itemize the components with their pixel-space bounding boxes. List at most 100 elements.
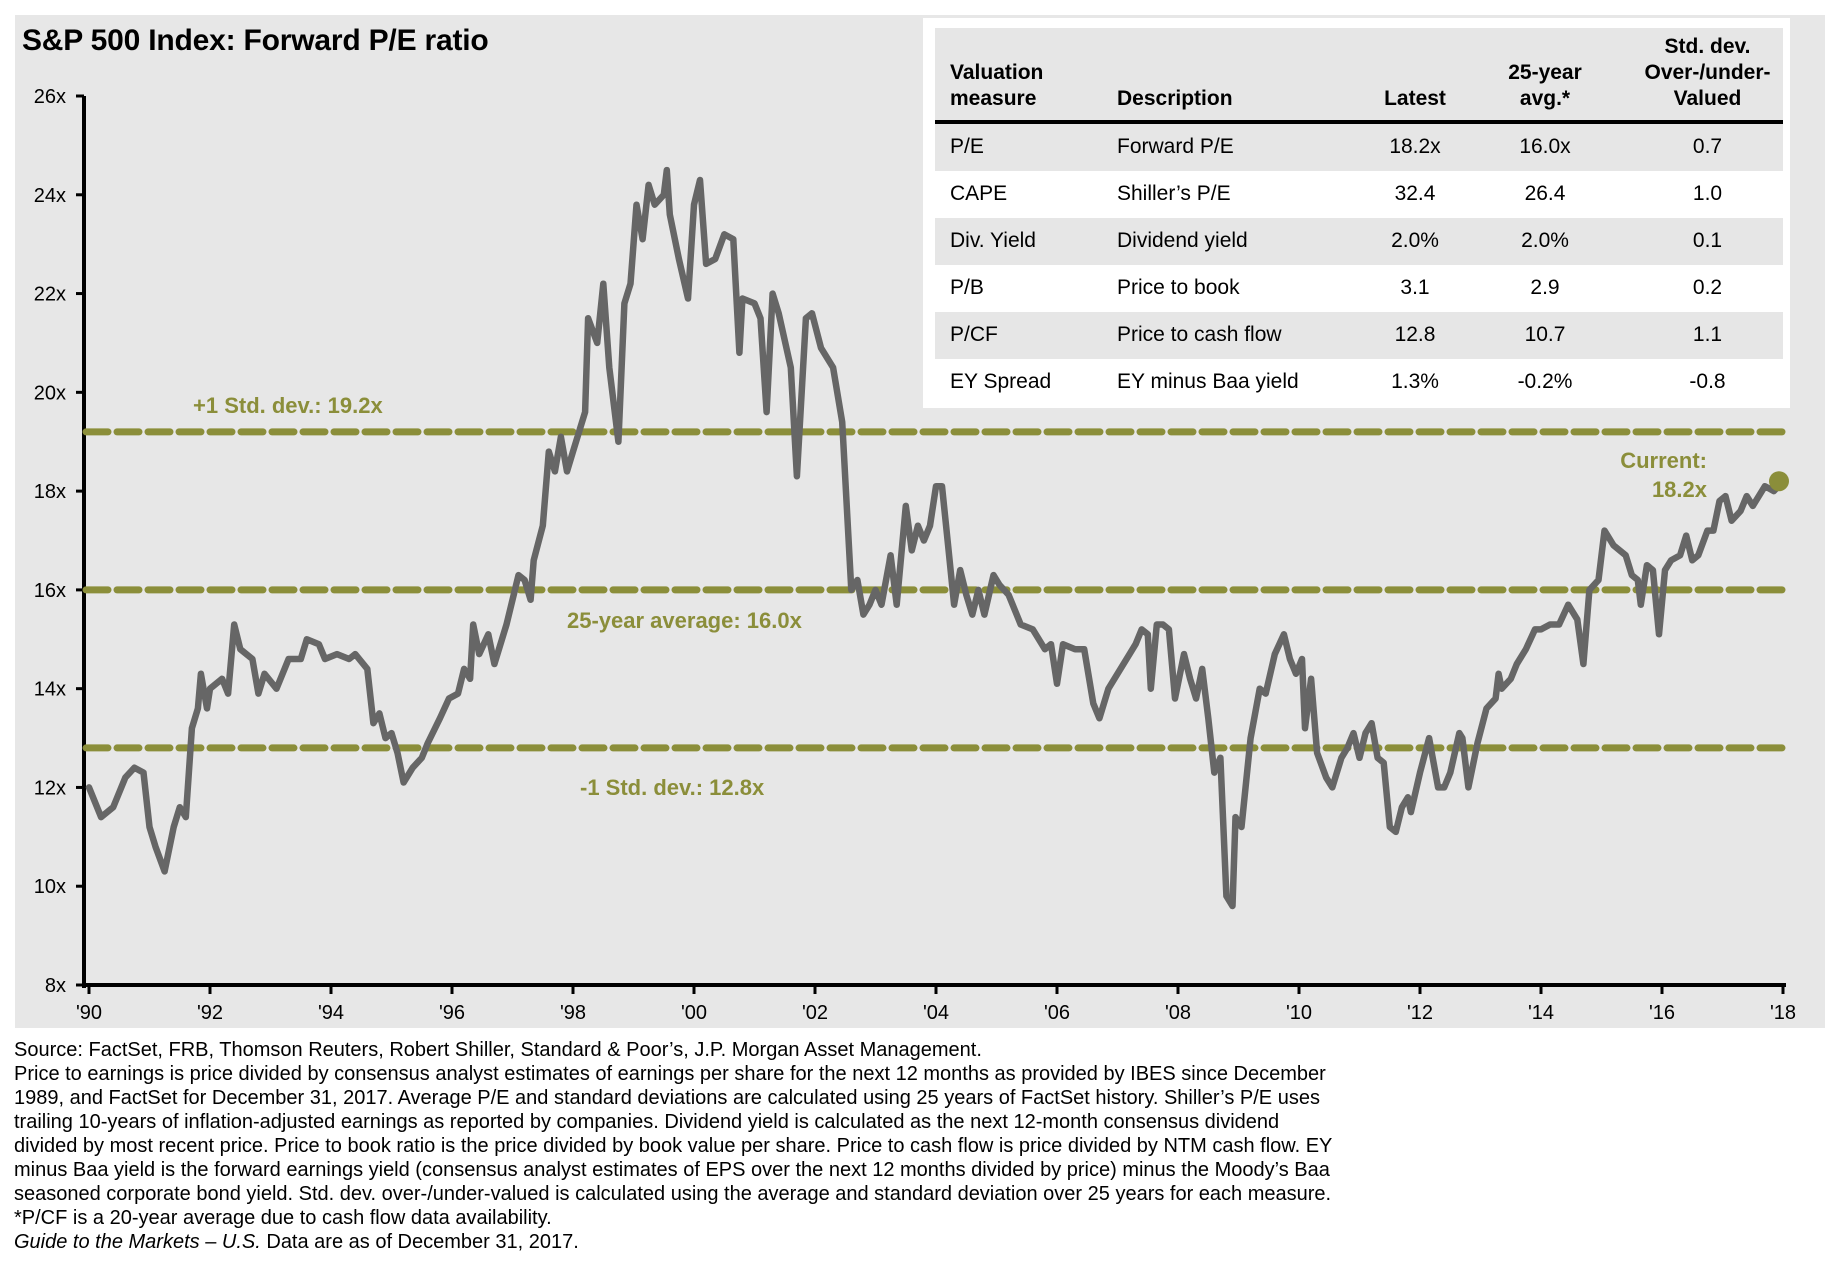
y-tick-label: 8x: [45, 975, 66, 997]
cell-description: Price to book: [1117, 276, 1240, 299]
cell-measure: P/CF: [950, 323, 998, 346]
x-tick-label: '10: [1286, 1002, 1312, 1024]
footnote-line: seasoned corporate bond yield. Std. dev.…: [14, 1183, 1332, 1205]
guide-title: Guide to the Markets: [14, 1231, 200, 1253]
header-line: Std. dev.: [1664, 35, 1751, 58]
footnote-pcf-note: *P/CF is a 20-year average due to cash f…: [14, 1207, 552, 1229]
cell-std-dev: 0.7: [1692, 135, 1723, 158]
guide-region: U.S.: [221, 1231, 261, 1253]
x-tick-label: '02: [802, 1002, 828, 1024]
footnote-line: trailing 10-years of inflation-adjusted …: [14, 1111, 1280, 1133]
cell-latest: 1.3%: [1391, 370, 1439, 393]
series-line-forward-pe: [85, 166, 1787, 910]
footnotes: Source: FactSet, FRB, Thomson Reuters, R…: [14, 1038, 1824, 1254]
table-row: P/CF Price to cash flow 12.8 10.7 1.1: [935, 312, 1783, 359]
x-tick-label: '92: [197, 1002, 223, 1024]
header-25-year-avg: 25-year avg.*: [1485, 60, 1605, 112]
reference-lines: [82, 428, 1786, 752]
valuation-table-box: Valuation measure Description Latest 25-…: [923, 18, 1790, 408]
header-valuation-measure: Valuation measure: [950, 60, 1043, 112]
series-group: [85, 166, 1787, 910]
y-tick-label: 12x: [34, 777, 66, 799]
guide-date: Data are as of December 31, 2017.: [260, 1231, 579, 1253]
current-label: Current:: [1620, 448, 1707, 473]
table-body: P/E Forward P/E 18.2x 16.0x 0.7 CAPE Shiller’s…: [935, 124, 1783, 406]
cell-std-dev: -0.8: [1689, 370, 1726, 393]
pe-ratio-chart: 26x 24x 22x 20x 18x 16x 14x 12x 10x 8x '90 '92 '94 '…: [34, 86, 1796, 1024]
x-tick-label: '00: [681, 1002, 707, 1024]
header-line: avg.*: [1519, 87, 1571, 110]
minus-1-std-dev-label: -1 Std. dev.: 12.8x: [580, 775, 765, 800]
25-year-average-label: 25-year average: 16.0x: [567, 608, 803, 633]
cell-std-dev: 0.1: [1692, 229, 1723, 252]
y-tick-label: 20x: [34, 382, 66, 404]
cell-description: Price to cash flow: [1117, 323, 1282, 346]
header-line: 25-year: [1508, 61, 1582, 84]
cell-std-dev: 0.2: [1692, 276, 1723, 299]
y-tick-label: 16x: [34, 580, 66, 602]
table-row: P/E Forward P/E 18.2x 16.0x 0.7: [935, 124, 1783, 171]
guide-dash: –: [199, 1231, 222, 1253]
footnote-line: divided by most recent price. Price to b…: [14, 1135, 1333, 1157]
header-line: Over-/under-: [1644, 61, 1771, 84]
cell-latest: 12.8: [1394, 323, 1436, 346]
cell-latest: 2.0%: [1391, 229, 1439, 252]
y-tick-label: 18x: [34, 481, 66, 503]
table-row: Div. Yield Dividend yield 2.0% 2.0% 0.1: [935, 218, 1783, 265]
plus-1-std-dev-label: +1 Std. dev.: 19.2x: [193, 393, 384, 418]
annotations: +1 Std. dev.: 19.2x 25-year average: 16.0…: [193, 393, 1789, 800]
chart-title: S&P 500 Index: Forward P/E ratio: [22, 24, 489, 57]
y-axis: 26x 24x 22x 20x 18x 16x 14x 12x 10x 8x: [34, 86, 86, 997]
header-line: measure: [950, 87, 1037, 110]
cell-measure: Div. Yield: [950, 229, 1036, 252]
y-tick-label: 10x: [34, 876, 66, 898]
footnote-line: minus Baa yield is the forward earnings …: [14, 1159, 1330, 1181]
x-tick-label: '04: [923, 1002, 949, 1024]
cell-latest: 18.2x: [1389, 135, 1441, 158]
cell-latest: 3.1: [1400, 276, 1430, 299]
y-tick-label: 14x: [34, 679, 66, 701]
header-line: Latest: [1384, 87, 1446, 110]
cell-measure: EY Spread: [950, 370, 1052, 393]
current-value-marker: [1769, 471, 1789, 492]
x-tick-label: '08: [1165, 1002, 1191, 1024]
header-description: Description: [1117, 86, 1233, 112]
header-std-dev: Std. dev. Over-/under- Valued: [1625, 34, 1790, 112]
cell-measure: CAPE: [950, 182, 1008, 205]
cell-25-year-avg: 2.9: [1530, 276, 1560, 299]
x-tick-label: '94: [318, 1002, 344, 1024]
valuation-table: Valuation measure Description Latest 25-…: [935, 28, 1783, 406]
y-tick-label: 26x: [34, 86, 66, 108]
header-line: Valuation: [950, 61, 1044, 84]
x-tick-label: '98: [560, 1002, 586, 1024]
cell-25-year-avg: 2.0%: [1521, 229, 1569, 252]
cell-description: Forward P/E: [1117, 135, 1234, 158]
x-tick-label: '14: [1528, 1002, 1554, 1024]
cell-25-year-avg: -0.2%: [1517, 370, 1573, 393]
footnote-guide-line: Guide to the Markets – U.S. Data are as …: [14, 1230, 1824, 1254]
cell-25-year-avg: 16.0x: [1519, 135, 1571, 158]
cell-latest: 32.4: [1394, 182, 1436, 205]
cell-std-dev: 1.0: [1692, 182, 1723, 205]
cell-25-year-avg: 26.4: [1524, 182, 1566, 205]
table-row: CAPE Shiller’s P/E 32.4 26.4 1.0: [935, 171, 1783, 218]
x-tick-label: '18: [1770, 1002, 1796, 1024]
y-tick-label: 24x: [34, 185, 66, 207]
table-row: P/B Price to book 3.1 2.9 0.2: [935, 265, 1783, 312]
y-tick-label: 22x: [34, 284, 66, 306]
header-line: Valued: [1673, 87, 1742, 110]
header-latest: Latest: [1355, 86, 1475, 112]
cell-description: EY minus Baa yield: [1117, 370, 1299, 393]
header-line: Description: [1117, 87, 1233, 110]
cell-description: Dividend yield: [1117, 229, 1248, 252]
table-row: EY Spread EY minus Baa yield 1.3% -0.2% -0.8: [935, 359, 1783, 406]
cell-measure: P/E: [950, 135, 984, 158]
x-axis: '90 '92 '94 '96 '98 '00 '02 '04 '06 '08 '10 '12 '14 '…: [76, 983, 1796, 1024]
footnote-line: Price to earnings is price divided by co…: [14, 1063, 1326, 1085]
x-tick-label: '90: [76, 1002, 102, 1024]
x-tick-label: '16: [1649, 1002, 1675, 1024]
cell-description: Shiller’s P/E: [1117, 182, 1231, 205]
x-tick-label: '96: [439, 1002, 465, 1024]
current-value-label: 18.2x: [1652, 477, 1708, 502]
table-header: Valuation measure Description Latest 25-…: [935, 28, 1783, 124]
